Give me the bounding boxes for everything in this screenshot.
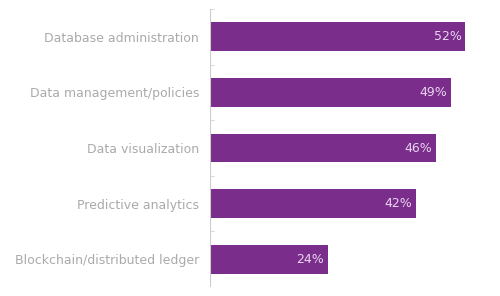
Text: 24%: 24% — [296, 253, 324, 266]
Text: 42%: 42% — [384, 197, 412, 210]
Text: 49%: 49% — [419, 86, 446, 99]
Bar — [210, 245, 328, 274]
Bar — [210, 78, 450, 107]
Text: 46%: 46% — [404, 141, 432, 155]
Text: 52%: 52% — [434, 30, 462, 43]
Bar — [210, 189, 416, 218]
Bar — [210, 22, 466, 51]
Bar — [210, 133, 436, 163]
